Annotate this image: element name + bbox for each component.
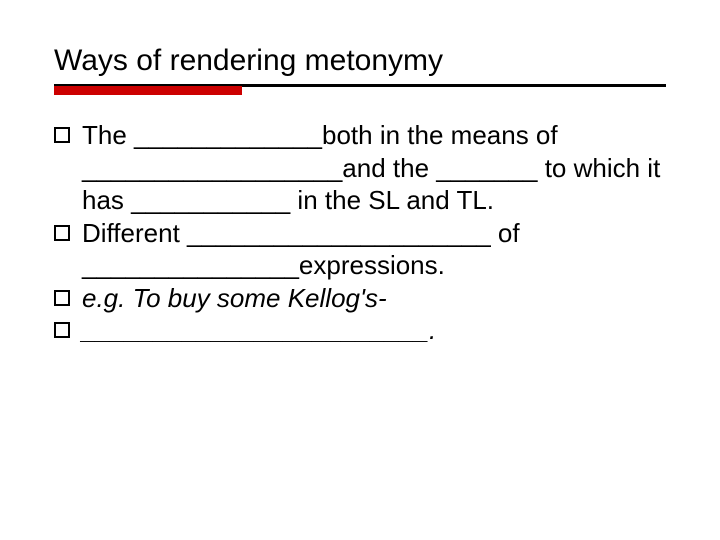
bullet-item: ________________________. xyxy=(54,314,666,347)
bullet-text: e.g. To buy some Kellog's- xyxy=(82,282,387,315)
bullet-text: ________________________. xyxy=(82,314,436,347)
slide-title: Ways of rendering metonymy xyxy=(54,44,666,78)
bullet-item: Different _____________________ of _____… xyxy=(54,217,666,282)
bullet-marker-icon xyxy=(54,127,70,143)
bullet-marker-icon xyxy=(54,322,70,338)
bullet-text: The _____________both in the means of __… xyxy=(82,119,666,217)
bullet-list: The _____________both in the means of __… xyxy=(54,119,666,347)
bullet-marker-icon xyxy=(54,225,70,241)
bullet-item: The _____________both in the means of __… xyxy=(54,119,666,217)
bullet-text: Different _____________________ of _____… xyxy=(82,217,666,282)
bullet-marker-icon xyxy=(54,290,70,306)
title-accent-bar xyxy=(54,86,242,95)
bullet-item: e.g. To buy some Kellog's- xyxy=(54,282,666,315)
slide-container: Ways of rendering metonymy The _________… xyxy=(0,0,720,540)
